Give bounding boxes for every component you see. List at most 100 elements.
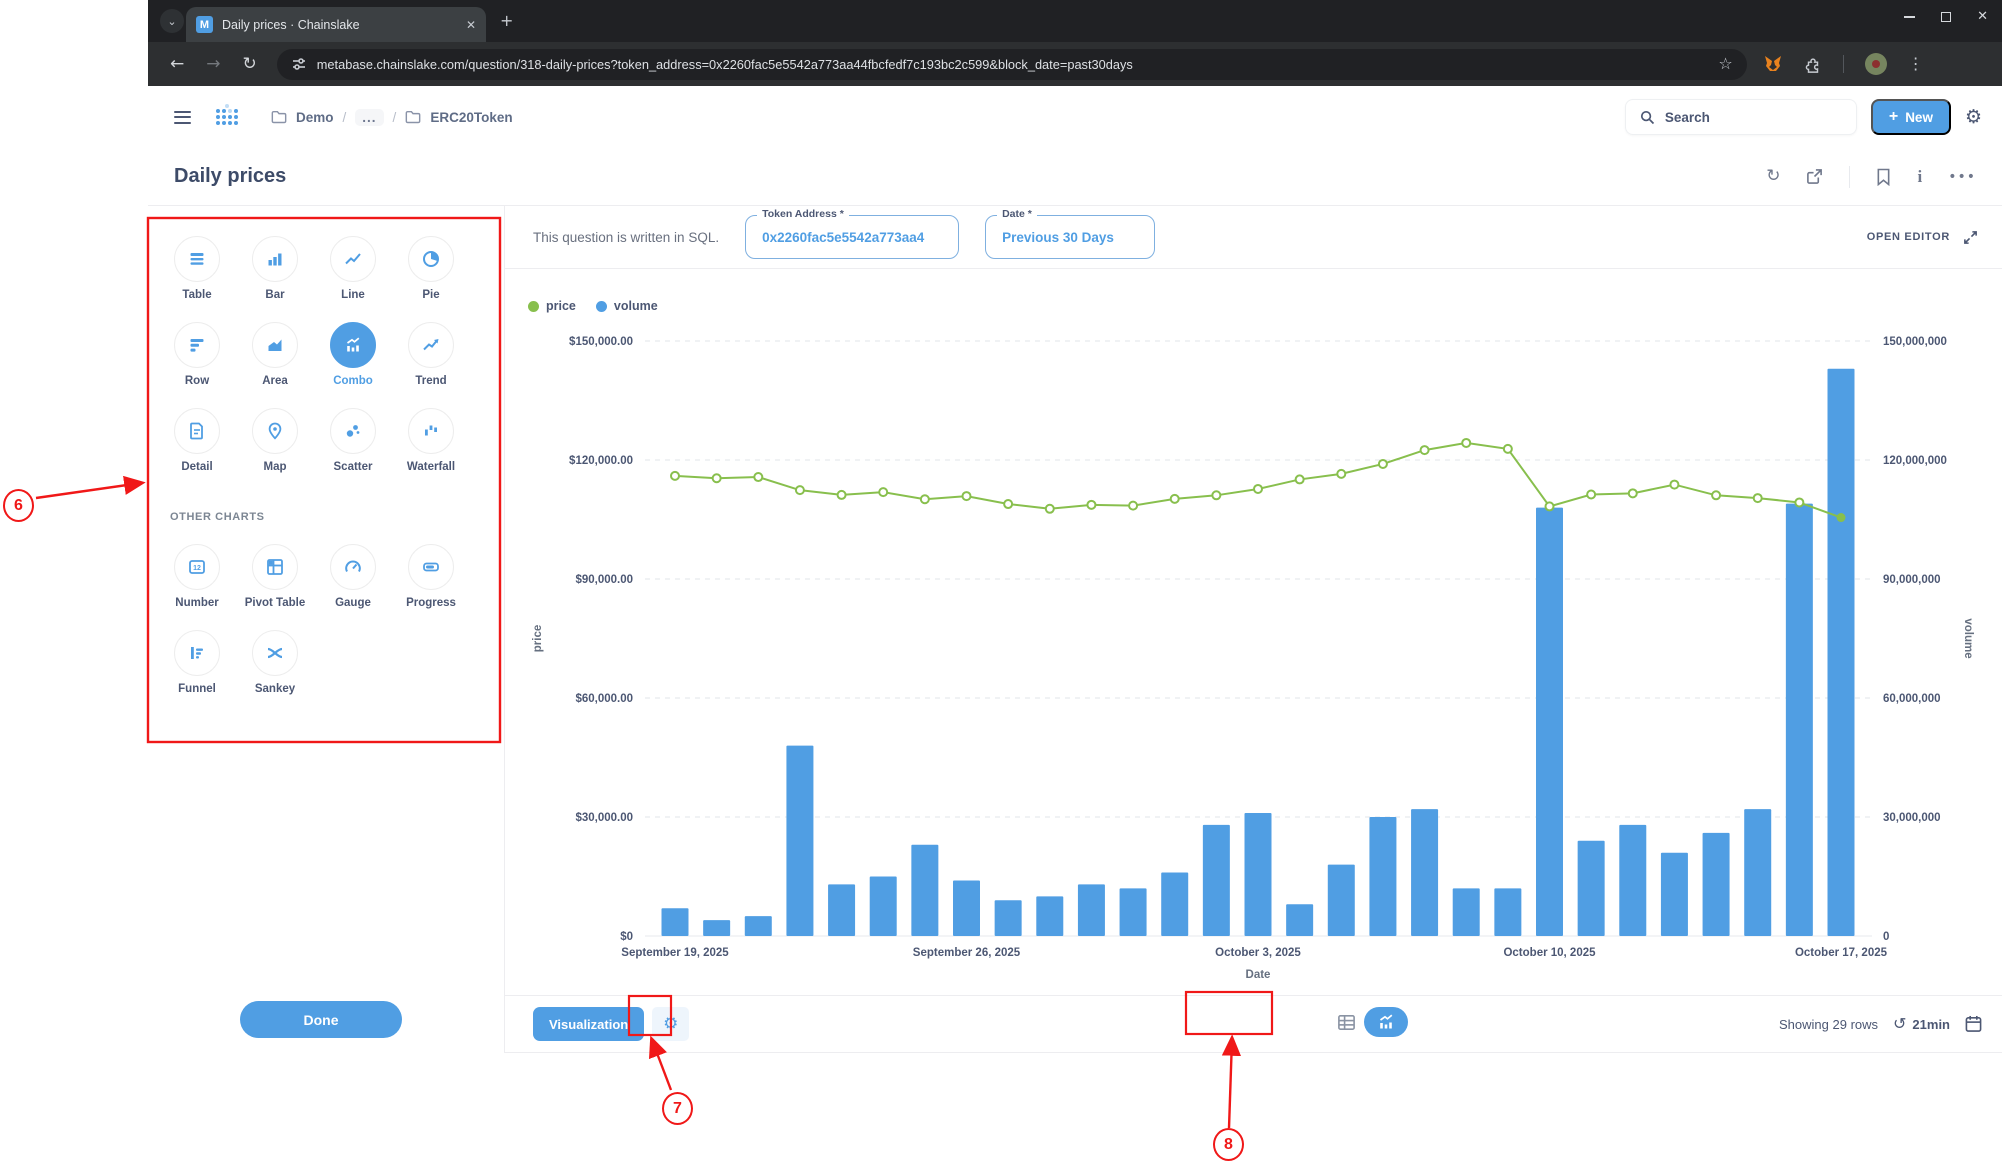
price-point[interactable]: [1711, 490, 1722, 501]
price-point[interactable]: [1502, 443, 1513, 454]
done-button[interactable]: Done: [240, 1001, 402, 1038]
price-point[interactable]: [1044, 503, 1055, 514]
site-info-icon[interactable]: [291, 56, 307, 72]
chart-type-circle[interactable]: [174, 630, 220, 676]
token-address-filter[interactable]: Token Address * 0x2260fac5e5542a773aa4: [745, 208, 960, 259]
profile-avatar[interactable]: [1864, 53, 1887, 75]
volume-bar[interactable]: [1452, 888, 1480, 936]
metabase-logo[interactable]: [213, 103, 241, 131]
chart-type-bar[interactable]: Bar: [236, 236, 314, 301]
volume-bar[interactable]: [911, 844, 939, 936]
legend-item-price[interactable]: price: [528, 299, 576, 313]
volume-bar[interactable]: [703, 920, 731, 936]
volume-bar[interactable]: [1619, 824, 1647, 936]
chart-type-detail[interactable]: Detail: [158, 408, 236, 473]
window-minimize-button[interactable]: [1904, 16, 1916, 18]
table-view-icon[interactable]: [1337, 1013, 1356, 1032]
volume-bar[interactable]: [1286, 904, 1314, 936]
price-point[interactable]: [919, 494, 930, 505]
chart-type-circle[interactable]: [252, 408, 298, 454]
visualization-button[interactable]: Visualization: [533, 1007, 645, 1041]
chart-view-toggle-selected[interactable]: [1364, 1007, 1408, 1037]
price-point[interactable]: [1128, 500, 1139, 511]
chart-type-circle[interactable]: [408, 322, 454, 368]
volume-bar[interactable]: [1827, 368, 1855, 936]
chart-type-area[interactable]: Area: [236, 322, 314, 387]
chart-type-number[interactable]: 12 Number: [158, 544, 236, 609]
browser-menu-kebab-icon[interactable]: ⋮: [1907, 54, 1924, 73]
metamask-extension-icon[interactable]: [1763, 54, 1783, 74]
reload-button[interactable]: ↻: [242, 53, 257, 74]
sidebar-toggle-hamburger-icon[interactable]: [174, 110, 191, 124]
price-point[interactable]: [1377, 458, 1388, 469]
chart-type-sankey[interactable]: Sankey: [236, 630, 314, 695]
legend-item-volume[interactable]: volume: [595, 299, 658, 313]
volume-bar[interactable]: [744, 916, 772, 936]
chart-type-gauge[interactable]: Gauge: [314, 544, 392, 609]
volume-bar[interactable]: [1161, 872, 1189, 936]
price-point[interactable]: [1544, 501, 1555, 512]
breadcrumb-current[interactable]: ERC20Token: [430, 109, 513, 125]
price-point[interactable]: [794, 485, 805, 496]
chart-type-circle[interactable]: [330, 236, 376, 282]
volume-bar[interactable]: [953, 880, 980, 936]
price-point[interactable]: [1086, 499, 1097, 510]
volume-bar[interactable]: [1036, 896, 1064, 936]
tab-search-chevron-icon[interactable]: ⌄: [160, 9, 184, 33]
volume-bar[interactable]: [1327, 864, 1355, 936]
settings-gear-icon[interactable]: ⚙: [1964, 105, 1982, 128]
price-point[interactable]: [1169, 493, 1180, 504]
price-point[interactable]: [836, 489, 847, 500]
chart-type-combo[interactable]: Combo: [314, 322, 392, 387]
volume-bar[interactable]: [1660, 852, 1688, 936]
price-point[interactable]: [1836, 513, 1846, 523]
price-point[interactable]: [711, 473, 722, 484]
tab-close-icon[interactable]: ✕: [465, 17, 476, 32]
chart-type-circle[interactable]: [330, 322, 376, 368]
volume-bar[interactable]: [1369, 817, 1397, 936]
chart-type-row[interactable]: Row: [158, 322, 236, 387]
chart-type-scatter[interactable]: Scatter: [314, 408, 392, 473]
price-point[interactable]: [1669, 479, 1680, 490]
back-button[interactable]: ←: [170, 53, 185, 74]
volume-bar[interactable]: [1702, 832, 1730, 936]
chart-type-line[interactable]: Line: [314, 236, 392, 301]
forward-button[interactable]: →: [206, 53, 221, 74]
new-tab-button[interactable]: +: [500, 11, 514, 30]
window-maximize-button[interactable]: [1941, 12, 1952, 22]
chart-type-circle[interactable]: 12: [174, 544, 220, 590]
chart-type-circle[interactable]: [408, 544, 454, 590]
price-point[interactable]: [670, 470, 680, 481]
extensions-puzzle-icon[interactable]: [1804, 55, 1822, 73]
price-point[interactable]: [1253, 483, 1263, 494]
price-point[interactable]: [1586, 489, 1597, 500]
chart-type-circle[interactable]: [408, 236, 454, 282]
volume-bar[interactable]: [1119, 888, 1147, 936]
chart-type-circle[interactable]: [252, 544, 298, 590]
volume-bar[interactable]: [661, 908, 689, 936]
volume-bar[interactable]: [1494, 888, 1522, 936]
address-bar[interactable]: metabase.chainslake.com/question/318-dai…: [276, 48, 1747, 80]
price-point[interactable]: [1461, 437, 1472, 448]
chart-type-map[interactable]: Map: [236, 408, 314, 473]
chart-type-waterfall[interactable]: Waterfall: [392, 408, 470, 473]
chart-type-circle[interactable]: [252, 236, 298, 282]
volume-bar[interactable]: [994, 900, 1022, 936]
price-point[interactable]: [878, 487, 889, 498]
chart-type-circle[interactable]: [252, 630, 298, 676]
price-point[interactable]: [753, 472, 764, 483]
chart-type-funnel[interactable]: Funnel: [158, 630, 236, 695]
chart-type-pie[interactable]: Pie: [392, 236, 470, 301]
breadcrumb-root[interactable]: Demo: [296, 109, 334, 125]
chart-type-circle[interactable]: [252, 322, 298, 368]
search-input[interactable]: Search: [1624, 99, 1857, 135]
volume-bar[interactable]: [1536, 507, 1563, 936]
volume-bar[interactable]: [869, 876, 897, 937]
info-icon[interactable]: i: [1917, 166, 1923, 186]
more-options-ellipsis-icon[interactable]: •••: [1948, 168, 1976, 185]
visualization-settings-gear-icon[interactable]: ⚙: [652, 1007, 690, 1041]
volume-bar[interactable]: [1244, 813, 1272, 936]
expand-icon[interactable]: [1963, 230, 1978, 245]
price-point[interactable]: [1003, 499, 1014, 510]
chart-type-progress[interactable]: Progress: [392, 544, 470, 609]
